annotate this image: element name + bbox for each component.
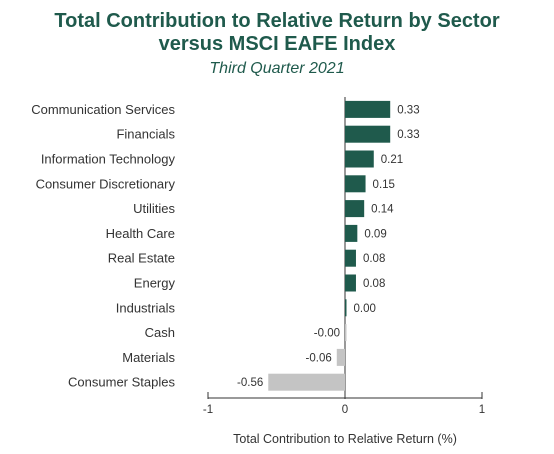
category-label: Real Estate: [108, 251, 175, 266]
data-label: 0.09: [364, 228, 386, 240]
x-tick-label: 0: [342, 404, 348, 416]
bar: [268, 373, 345, 391]
category-label: Consumer Discretionary: [36, 176, 176, 191]
data-label: 0.33: [397, 104, 419, 116]
data-label: 0.08: [363, 278, 385, 290]
data-label: -0.06: [306, 352, 332, 364]
data-label: -0.00: [314, 328, 340, 340]
bar: [345, 125, 391, 143]
category-label: Materials: [122, 350, 175, 365]
bar: [345, 274, 356, 292]
category-label: Consumer Staples: [68, 375, 175, 390]
bar: [345, 224, 358, 242]
category-label: Utilities: [133, 201, 175, 216]
bar: [345, 249, 356, 267]
data-label: -0.56: [237, 377, 263, 389]
category-label: Communication Services: [31, 102, 175, 117]
bar: [345, 324, 347, 342]
bar: [345, 299, 347, 317]
category-label: Cash: [145, 325, 175, 340]
category-label: Financials: [116, 127, 175, 142]
category-label: Energy: [134, 276, 176, 291]
x-axis-label: Total Contribution to Relative Return (%…: [233, 432, 457, 446]
category-label: Industrials: [116, 300, 176, 315]
bar: [336, 348, 345, 366]
data-label: 0.14: [371, 204, 394, 216]
bar: [345, 200, 365, 218]
data-label: 0.33: [397, 129, 419, 141]
category-label: Health Care: [106, 226, 175, 241]
data-label: 0.08: [363, 253, 385, 265]
bar: [345, 100, 391, 118]
chart-subtitle: Third Quarter 2021: [209, 60, 345, 77]
category-label: Information Technology: [41, 152, 176, 167]
x-tick-label: 1: [479, 404, 485, 416]
data-label: 0.21: [381, 154, 403, 166]
bar: [345, 150, 374, 168]
bar: [345, 175, 366, 193]
chart-title-line-2: versus MSCI EAFE Index: [158, 33, 396, 55]
chart-title: Total Contribution to Relative Return by…: [0, 10, 554, 56]
chart-title-line-1: Total Contribution to Relative Return by…: [54, 10, 500, 32]
data-label: 0.00: [354, 303, 376, 315]
x-tick-label: -1: [203, 404, 213, 416]
data-label: 0.15: [373, 179, 395, 191]
